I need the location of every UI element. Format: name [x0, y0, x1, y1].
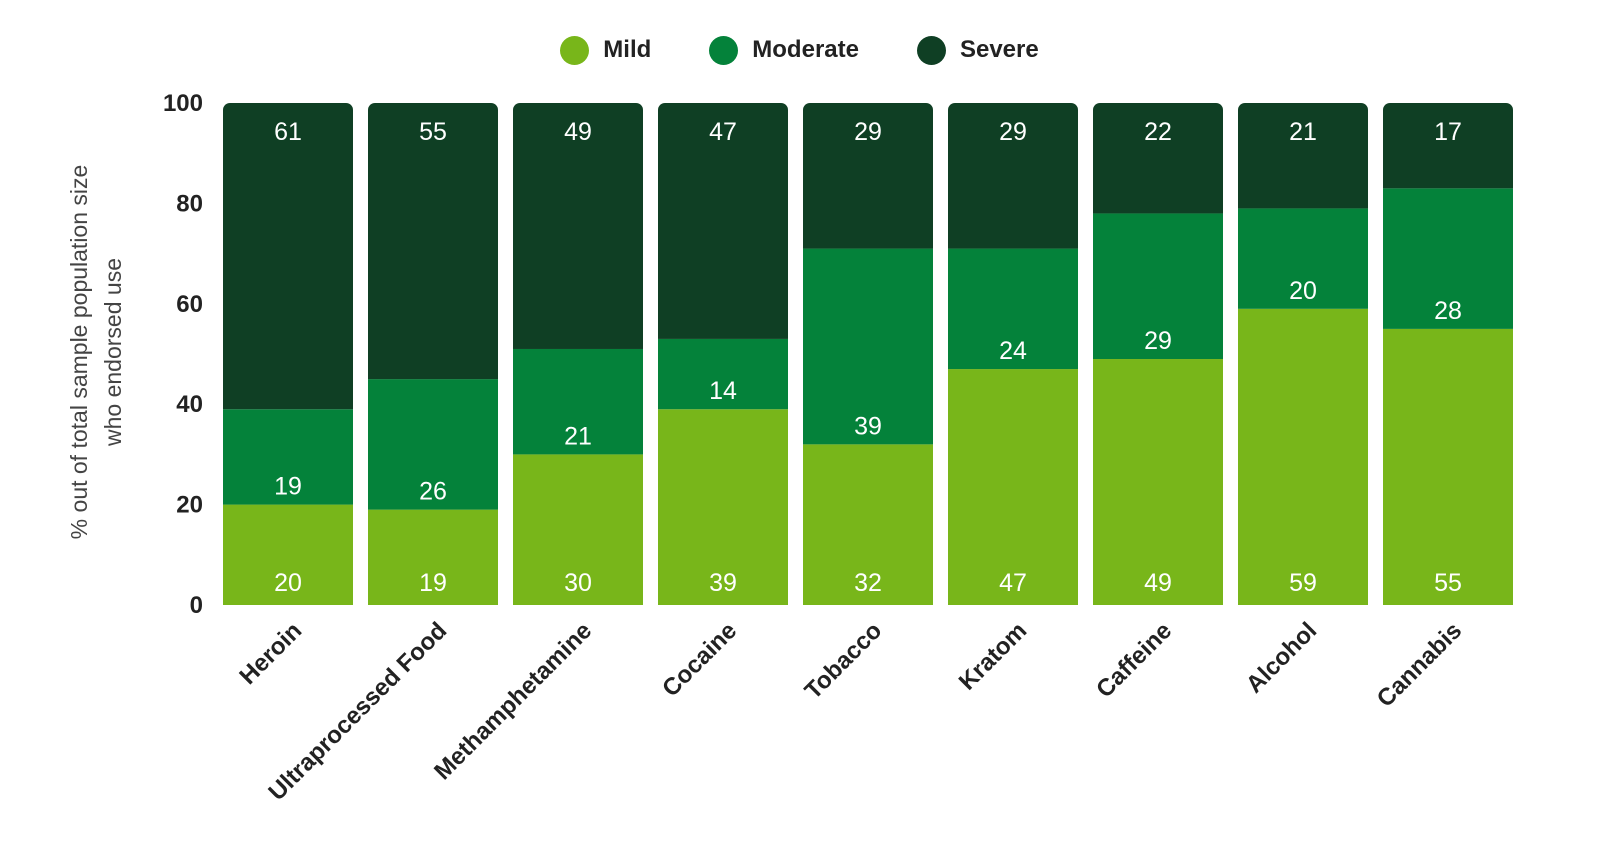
- y-tick-label: 40: [176, 391, 203, 418]
- bar-severe: [803, 103, 933, 249]
- x-tick-label: Heroin: [234, 617, 307, 690]
- bar-mild: [948, 369, 1078, 605]
- data-label: 30: [564, 569, 592, 597]
- bar-severe: [1383, 103, 1513, 189]
- legend-swatch-mild: [560, 35, 590, 65]
- data-label: 49: [1144, 569, 1172, 597]
- x-tick-label: Tobacco: [800, 617, 888, 705]
- bar-moderate: [948, 248, 1078, 370]
- data-label: 59: [1289, 569, 1317, 597]
- data-label: 28: [1434, 297, 1462, 325]
- bar-mild: [368, 509, 498, 605]
- data-label: 55: [1434, 569, 1462, 597]
- bar-severe: [1093, 103, 1223, 214]
- legend-swatch-moderate: [709, 35, 739, 65]
- data-label: 61: [274, 118, 302, 146]
- bar-moderate: [513, 348, 643, 455]
- data-label: 26: [419, 478, 447, 506]
- data-label: 29: [999, 118, 1027, 146]
- legend-label-severe: Severe: [959, 36, 1039, 63]
- bar-severe: [513, 103, 643, 349]
- legend-label-moderate: Moderate: [752, 36, 859, 63]
- y-tick-label: 0: [190, 592, 203, 619]
- data-label: 21: [1289, 118, 1317, 146]
- y-tick-label: 20: [176, 492, 203, 519]
- y-tick-label: 100: [163, 90, 203, 117]
- bar-severe: [658, 103, 788, 339]
- data-label: 20: [274, 569, 302, 597]
- bar-mild: [1093, 359, 1223, 605]
- data-label: 29: [854, 118, 882, 146]
- legend-item-mild: Mild: [560, 35, 652, 65]
- data-label: 39: [854, 412, 882, 440]
- legend-item-moderate: Moderate: [709, 35, 859, 65]
- legend-label-mild: Mild: [603, 36, 652, 63]
- bar-mild: [513, 454, 643, 605]
- x-tick-label: Kratom: [954, 617, 1032, 695]
- bar-mild: [1383, 328, 1513, 605]
- bar-moderate: [803, 248, 933, 445]
- data-label: 39: [709, 569, 737, 597]
- legend-item-severe: Severe: [916, 35, 1039, 65]
- x-tick-label: Cannabis: [1372, 617, 1467, 712]
- data-label: 47: [999, 569, 1027, 597]
- x-tick-label: Methamphetamine: [429, 617, 597, 785]
- bar-moderate: [223, 409, 353, 505]
- bar-mild: [803, 444, 933, 605]
- x-tick-label: Cocaine: [657, 617, 742, 702]
- data-label: 55: [419, 118, 447, 146]
- x-tick-label: Alcohol: [1241, 617, 1322, 698]
- bar-moderate: [1093, 213, 1223, 360]
- y-tick-label: 80: [176, 190, 203, 217]
- bar-mild: [223, 504, 353, 605]
- bar-moderate: [1238, 208, 1368, 309]
- data-label: 47: [709, 118, 737, 146]
- bar-moderate: [658, 338, 788, 410]
- data-label: 14: [709, 377, 737, 405]
- data-label: 22: [1144, 118, 1172, 146]
- bar-severe: [1238, 103, 1368, 209]
- bar-mild: [1238, 308, 1368, 605]
- data-label: 17: [1434, 118, 1462, 146]
- bar-severe: [948, 103, 1078, 249]
- legend-swatch-severe: [916, 35, 946, 65]
- data-label: 24: [999, 337, 1027, 365]
- bar-mild: [658, 409, 788, 605]
- bar-moderate: [368, 379, 498, 510]
- data-label: 20: [1289, 277, 1317, 305]
- data-label: 29: [1144, 327, 1172, 355]
- data-label: 32: [854, 569, 882, 597]
- data-label: 49: [564, 118, 592, 146]
- y-tick-label: 60: [176, 291, 203, 318]
- data-label: 19: [274, 473, 302, 501]
- data-label: 19: [419, 569, 447, 597]
- data-label: 21: [564, 422, 592, 450]
- bar-moderate: [1383, 188, 1513, 329]
- bar-severe: [223, 103, 353, 410]
- bar-severe: [368, 103, 498, 380]
- x-tick-label: Caffeine: [1091, 617, 1177, 703]
- legend: Mild Moderate Severe: [0, 30, 1599, 70]
